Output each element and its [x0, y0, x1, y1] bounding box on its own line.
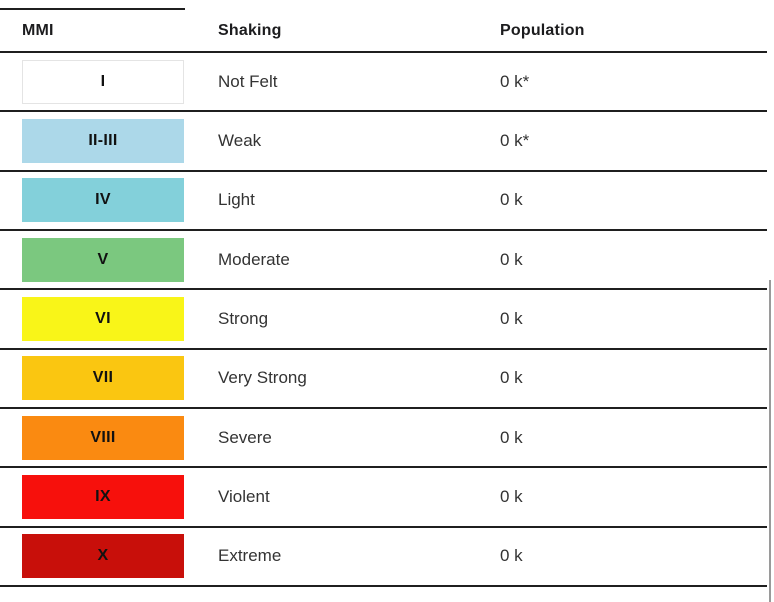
mmi-color-swatch: VIII [22, 415, 184, 460]
mmi-color-swatch: X [22, 534, 184, 579]
shaking-label: Violent [218, 486, 270, 506]
mmi-label: IV [95, 191, 111, 209]
table-row: V Moderate 0 k [0, 231, 767, 291]
shaking-label: Moderate [218, 249, 290, 269]
table-body: I Not Felt 0 k* II-III Weak 0 k* IV Ligh… [0, 53, 767, 587]
population-value: 0 k [500, 486, 523, 506]
shaking-intensity-table: MMI Shaking Population I Not Felt 0 k* I… [0, 10, 767, 587]
population-value: 0 k [500, 190, 523, 210]
population-value: 0 k [500, 249, 523, 269]
table-row: II-III Weak 0 k* [0, 112, 767, 172]
mmi-color-swatch: IV [22, 178, 184, 223]
mmi-label: I [100, 72, 106, 90]
mmi-color-swatch: VII [22, 356, 184, 401]
mmi-color-swatch: II-III [22, 118, 184, 163]
mmi-label: X [97, 547, 109, 565]
shaking-label: Weak [218, 130, 262, 150]
table-row: I Not Felt 0 k* [0, 53, 767, 113]
table-row: VI Strong 0 k [0, 290, 767, 350]
mmi-label: V [97, 250, 109, 268]
mmi-color-swatch: VI [22, 296, 184, 341]
shaking-label: Severe [218, 427, 272, 447]
shaking-label: Very Strong [218, 368, 307, 388]
scrollbar-thumb[interactable] [769, 280, 771, 602]
population-value: 0 k [500, 308, 523, 328]
mmi-label: IX [95, 487, 111, 505]
mmi-label: VI [95, 309, 111, 327]
table-row: VIII Severe 0 k [0, 409, 767, 469]
mmi-label: VIII [90, 428, 116, 446]
population-value: 0 k* [500, 130, 530, 150]
population-value: 0 k [500, 368, 523, 388]
table-row: IV Light 0 k [0, 172, 767, 231]
shaking-label: Not Felt [218, 71, 278, 91]
mmi-label: II-III [88, 131, 118, 149]
mmi-color-swatch: IX [22, 474, 184, 519]
column-header-population: Population [500, 21, 585, 39]
population-value: 0 k* [500, 71, 530, 91]
shaking-label: Extreme [218, 546, 282, 566]
population-value: 0 k [500, 427, 523, 447]
table-row: VII Very Strong 0 k [0, 350, 767, 409]
mmi-color-swatch: I [22, 59, 184, 104]
column-header-shaking: Shaking [218, 21, 282, 39]
table-header-row: MMI Shaking Population [0, 10, 767, 53]
population-value: 0 k [500, 546, 523, 566]
shaking-label: Strong [218, 308, 269, 328]
mmi-label: VII [92, 369, 114, 387]
shaking-label: Light [218, 190, 255, 210]
table-row: IX Violent 0 k [0, 468, 767, 528]
table-row: X Extreme 0 k [0, 528, 767, 587]
top-rule [0, 8, 185, 10]
mmi-color-swatch: V [22, 237, 184, 282]
column-header-mmi: MMI [22, 21, 54, 39]
